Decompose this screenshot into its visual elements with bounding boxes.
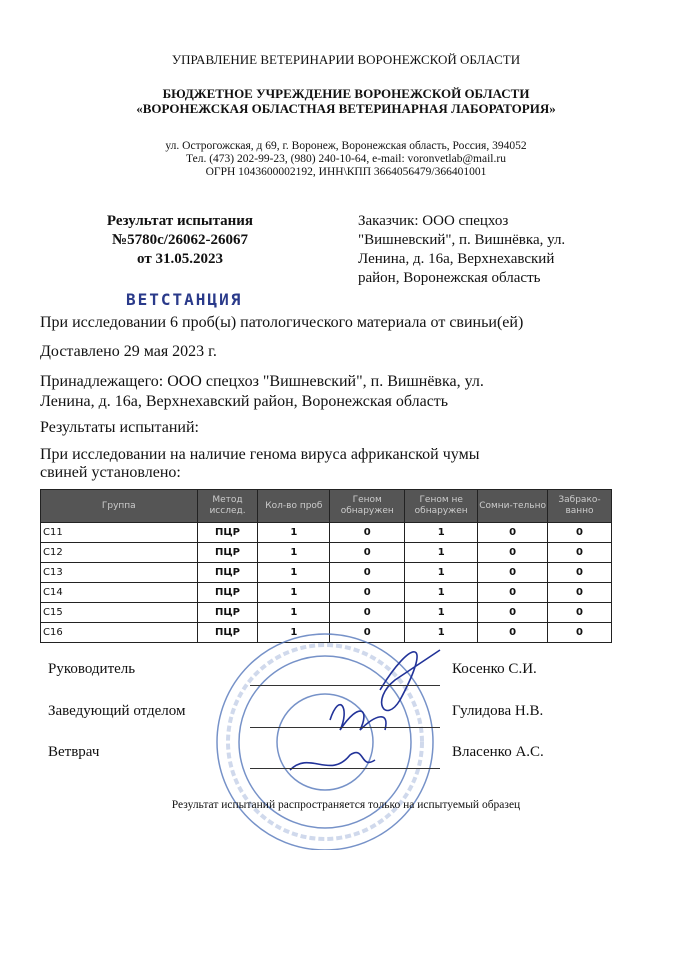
signature-role: Заведующий отделом bbox=[48, 703, 186, 719]
contacts: Тел. (473) 202-99-23, (980) 240-10-64, e… bbox=[186, 153, 506, 165]
table-cell: 1 bbox=[257, 622, 331, 643]
signature-name: Власенко А.С. bbox=[452, 744, 544, 760]
table-cell: 0 bbox=[329, 542, 406, 563]
signature-name: Гулидова Н.В. bbox=[452, 703, 544, 719]
table-cell: 0 bbox=[477, 562, 549, 583]
col-header: Метод исслед. bbox=[196, 489, 259, 523]
table-cell: 1 bbox=[404, 542, 479, 563]
seal-icon bbox=[216, 633, 441, 850]
signature-line bbox=[250, 768, 440, 769]
table-cell: ПЦР bbox=[196, 562, 259, 583]
line: Ленина, д. 16а, Верхнехавский район, Вор… bbox=[40, 393, 449, 410]
table-cell: 0 bbox=[547, 522, 612, 543]
table-cell: С16 bbox=[40, 622, 198, 643]
customer: Заказчик: ООО спецхоз "Вишневский", п. Ви… bbox=[358, 212, 628, 288]
table-cell: 1 bbox=[404, 602, 479, 623]
table-cell: 1 bbox=[257, 602, 331, 623]
col-header: Геном обнаружен bbox=[329, 489, 406, 523]
org-contacts: ул. Острогожская, д 69, г. Воронеж, Воро… bbox=[0, 140, 692, 179]
result-line: от 31.05.2023 bbox=[137, 251, 223, 267]
org-line1: БЮДЖЕТНОЕ УЧРЕЖДЕНИЕ ВОРОНЕЖСКОЙ ОБЛАСТИ bbox=[162, 86, 530, 101]
table-cell: С13 bbox=[40, 562, 198, 583]
table-cell: ПЦР bbox=[196, 522, 259, 543]
table-cell: С15 bbox=[40, 602, 198, 623]
table-cell: 0 bbox=[329, 582, 406, 603]
table-cell: 0 bbox=[547, 602, 612, 623]
result-line: №5780с/26062-26067 bbox=[112, 232, 248, 248]
result-line: Результат испытания bbox=[106, 213, 254, 229]
customer-line: район, Воронежская область bbox=[358, 270, 541, 286]
vet-station-stamp: ВЕТСТАНЦИЯ bbox=[126, 290, 243, 309]
table-cell: 0 bbox=[477, 582, 549, 603]
line: При исследовании на наличие генома вирус… bbox=[40, 446, 480, 463]
table-row: С11 ПЦР 1 0 1 0 0 bbox=[40, 522, 612, 543]
org-title: БЮДЖЕТНОЕ УЧРЕЖДЕНИЕ ВОРОНЕЖСКОЙ ОБЛАСТИ… bbox=[0, 86, 692, 116]
table-cell: ПЦР bbox=[196, 622, 259, 643]
col-header: Группа bbox=[40, 489, 198, 523]
col-header: Кол-во проб bbox=[257, 489, 331, 523]
signature-role: Руководитель bbox=[48, 661, 136, 677]
table-cell: 1 bbox=[257, 562, 331, 583]
customer-line: Ленина, д. 16а, Верхнехавский bbox=[358, 251, 555, 267]
col-header: Забрако-ванно bbox=[547, 489, 612, 523]
footer-note: Результат испытаний распространяется тол… bbox=[171, 799, 521, 811]
agency-title: УПРАВЛЕНИЕ ВЕТЕРИНАРИИ ВОРОНЕЖСКОЙ ОБЛАС… bbox=[171, 52, 521, 67]
table-cell: 0 bbox=[547, 622, 612, 643]
table-cell: 0 bbox=[547, 562, 612, 583]
table-cell: С12 bbox=[40, 542, 198, 563]
table-cell: 0 bbox=[329, 602, 406, 623]
results-table: Группа Метод исслед. Кол-во проб Геном о… bbox=[40, 489, 612, 643]
table-cell: ПЦР bbox=[196, 602, 259, 623]
table-cell: 0 bbox=[477, 542, 549, 563]
customer-line: "Вишневский", п. Вишнёвка, ул. bbox=[358, 232, 566, 248]
table-cell: С14 bbox=[40, 582, 198, 603]
table-cell: С11 bbox=[40, 522, 198, 543]
table-cell: 0 bbox=[329, 522, 406, 543]
table-cell: ПЦР bbox=[196, 542, 259, 563]
table-cell: 0 bbox=[547, 582, 612, 603]
paragraph: При исследовании 6 проб(ы) патологическо… bbox=[40, 314, 524, 331]
table-cell: 1 bbox=[404, 582, 479, 603]
col-header: Геном не обнаружен bbox=[404, 489, 479, 523]
table-cell: 1 bbox=[404, 562, 479, 583]
signature-line bbox=[250, 727, 440, 728]
table-cell: ПЦР bbox=[196, 582, 259, 603]
table-row: С16 ПЦР 1 0 1 0 0 bbox=[40, 622, 612, 643]
table-cell: 1 bbox=[404, 622, 479, 643]
col-header: Сомни-тельно bbox=[477, 489, 549, 523]
table-cell: 1 bbox=[404, 522, 479, 543]
table-cell: 0 bbox=[477, 622, 549, 643]
table-row: С12 ПЦР 1 0 1 0 0 bbox=[40, 542, 612, 563]
line: Принадлежащего: ООО спецхоз "Вишневский"… bbox=[40, 373, 484, 390]
registration-ids: ОГРН 1043600002192, ИНН\КПП 3664056479/3… bbox=[205, 166, 487, 178]
line: свиней установлено: bbox=[40, 464, 181, 481]
table-cell: 0 bbox=[329, 562, 406, 583]
table-row: С13 ПЦР 1 0 1 0 0 bbox=[40, 562, 612, 583]
signature-name: Косенко С.И. bbox=[452, 661, 537, 677]
table-cell: 0 bbox=[477, 602, 549, 623]
table-cell: 1 bbox=[257, 522, 331, 543]
paragraph: Результаты испытаний: bbox=[40, 419, 199, 436]
table-cell: 0 bbox=[477, 522, 549, 543]
table-cell: 1 bbox=[257, 542, 331, 563]
customer-line: Заказчик: ООО спецхоз bbox=[358, 213, 509, 229]
result-number: Результат испытания №5780с/26062-26067 от … bbox=[70, 212, 290, 269]
table-cell: 0 bbox=[547, 542, 612, 563]
signature-role: Ветврач bbox=[48, 744, 100, 760]
paragraph: При исследовании на наличие генома вирус… bbox=[40, 446, 660, 482]
table-row: С15 ПЦР 1 0 1 0 0 bbox=[40, 602, 612, 623]
address: ул. Острогожская, д 69, г. Воронеж, Воро… bbox=[165, 140, 527, 152]
paragraph: Принадлежащего: ООО спецхоз "Вишневский"… bbox=[40, 372, 660, 412]
table-cell: 1 bbox=[257, 582, 331, 603]
signature-line bbox=[250, 685, 440, 686]
table-row: С14 ПЦР 1 0 1 0 0 bbox=[40, 582, 612, 603]
paragraph: Доставлено 29 мая 2023 г. bbox=[40, 343, 217, 360]
org-line2: «ВОРОНЕЖСКАЯ ОБЛАСТНАЯ ВЕТЕРИНАРНАЯ ЛАБО… bbox=[136, 101, 556, 116]
